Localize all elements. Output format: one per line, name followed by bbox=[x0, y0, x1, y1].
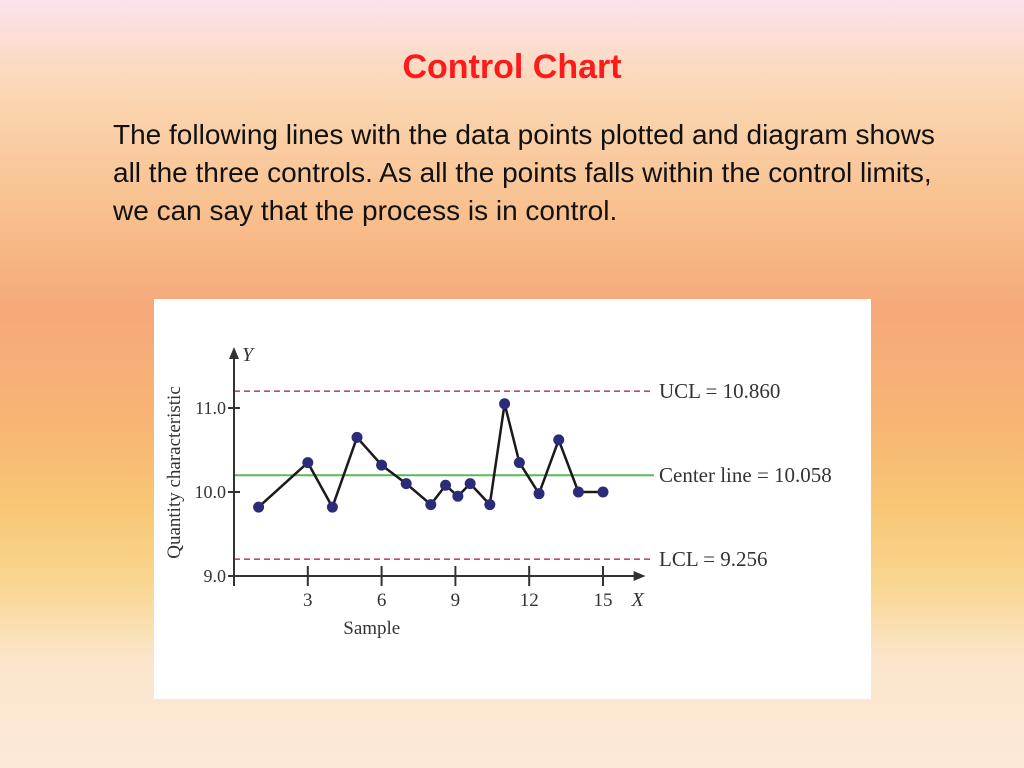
data-point-8 bbox=[440, 479, 452, 491]
y-axis-letter: Y bbox=[242, 344, 255, 366]
data-point-7 bbox=[425, 499, 437, 511]
x-axis-arrow-icon bbox=[633, 571, 646, 581]
control-chart: UCL = 10.860 Center line = 10.058 LCL = 9.… bbox=[164, 344, 832, 639]
x-axis-letter: X bbox=[631, 589, 645, 611]
data-point-17 bbox=[597, 486, 609, 498]
y-tick-label-1: 10.0 bbox=[195, 482, 227, 502]
x-tick-label-15: 15 bbox=[594, 590, 613, 611]
data-points bbox=[253, 398, 609, 513]
axis-ticks: 3 6 9 12 15 9.0 10.0 11.0 bbox=[195, 398, 613, 611]
data-point-11 bbox=[484, 499, 496, 511]
x-tick-label-6: 6 bbox=[377, 590, 387, 611]
series-line bbox=[257, 402, 603, 509]
control-chart-panel: UCL = 10.860 Center line = 10.058 LCL = 9.… bbox=[154, 299, 871, 699]
data-point-16 bbox=[572, 486, 584, 498]
slide-description: The following lines with the data points… bbox=[113, 119, 935, 226]
y-axis-label: Quantity characteristic bbox=[164, 386, 185, 559]
data-point-5 bbox=[376, 459, 388, 471]
reference-line-label-1: Center line = 10.058 bbox=[659, 463, 832, 487]
x-tick-label-9: 9 bbox=[451, 590, 461, 611]
chart-axes: Y X bbox=[228, 344, 646, 611]
data-point-1 bbox=[253, 501, 265, 513]
data-point-2 bbox=[302, 457, 314, 469]
data-point-14 bbox=[533, 488, 545, 500]
x-tick-label-3: 3 bbox=[303, 590, 313, 611]
data-point-15 bbox=[553, 434, 565, 446]
y-axis-arrow-icon bbox=[229, 347, 239, 359]
slide-title: Control Chart bbox=[402, 48, 622, 86]
data-point-4 bbox=[351, 431, 363, 443]
data-point-9 bbox=[452, 490, 464, 502]
data-point-12 bbox=[499, 398, 511, 410]
y-tick-label-2: 11.0 bbox=[195, 398, 226, 418]
data-point-3 bbox=[326, 501, 338, 513]
x-tick-label-12: 12 bbox=[520, 590, 539, 611]
reference-line-label-0: UCL = 10.860 bbox=[659, 379, 780, 403]
data-point-6 bbox=[400, 478, 412, 490]
data-point-10 bbox=[464, 478, 476, 490]
x-axis-label: Sample bbox=[343, 618, 400, 639]
data-point-13 bbox=[513, 457, 525, 469]
reference-lines: UCL = 10.860 Center line = 10.058 LCL = 9.… bbox=[234, 379, 832, 571]
y-tick-label-0: 9.0 bbox=[204, 566, 227, 586]
reference-line-label-2: LCL = 9.256 bbox=[659, 547, 767, 571]
